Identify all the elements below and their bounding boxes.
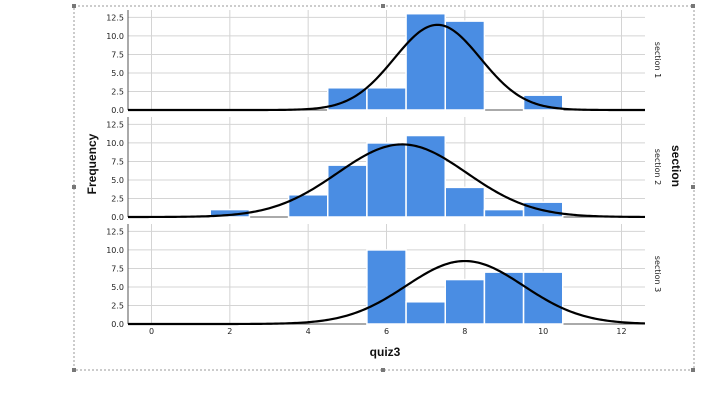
- histogram-bar: [366, 87, 407, 111]
- y-tick-label: 5.0: [111, 283, 124, 292]
- panel-label: section 3: [653, 256, 662, 292]
- y-tick-label: 12.5: [106, 13, 124, 22]
- histogram-bar: [444, 186, 486, 218]
- panel-2: 0.0 2.5 5.0 7.5 10.0 12.5 section 2: [106, 117, 662, 222]
- y-tick-label: 2.5: [111, 87, 124, 96]
- histogram-bar: [483, 208, 525, 218]
- y-tick-label: 7.5: [111, 157, 124, 166]
- histogram-bar: [366, 249, 407, 325]
- y-tick-label: 2.5: [111, 301, 124, 310]
- resize-handle-top-right[interactable]: [691, 4, 695, 8]
- resize-handle-right[interactable]: [691, 185, 695, 189]
- y-tick-label: 0.0: [111, 213, 124, 222]
- y-tick-label: 7.5: [111, 50, 124, 59]
- y-tick-label: 12.5: [106, 227, 124, 236]
- y-tick-label: 0.0: [111, 106, 124, 115]
- resize-handle-top[interactable]: [381, 4, 385, 8]
- x-axis-ticks: 0 2 4 6 8 10 12: [149, 327, 627, 336]
- x-tick-label: 0: [149, 327, 154, 336]
- y-tick-label: 10.0: [106, 139, 124, 148]
- y-tick-label: 2.5: [111, 194, 124, 203]
- x-axis-title: quiz3: [370, 345, 401, 359]
- x-tick-label: 2: [227, 327, 232, 336]
- histogram-bar: [405, 301, 447, 325]
- x-tick-label: 10: [538, 327, 548, 336]
- y-tick-label: 10.0: [106, 32, 124, 41]
- x-tick-label: 12: [616, 327, 626, 336]
- histogram-bar: [405, 12, 447, 111]
- y-tick-label: 7.5: [111, 264, 124, 273]
- panel-3: 0.0 2.5 5.0 7.5 10.0 12.5 section 3: [106, 224, 662, 329]
- histogram-bar: [444, 278, 486, 325]
- panels: 0.0 2.5 5.0 7.5 10.0 12.5 section 1 0.0 2.5 5.0 7.…: [106, 10, 662, 329]
- x-tick-label: 8: [462, 327, 467, 336]
- panel-1: 0.0 2.5 5.0 7.5 10.0 12.5 section 1: [106, 10, 662, 115]
- selection-frame: [72, 4, 695, 372]
- y-tick-label: 0.0: [111, 320, 124, 329]
- histogram-bar: [483, 271, 525, 325]
- y-axis-title: Frequency: [85, 133, 99, 194]
- histogram-bar: [444, 20, 486, 111]
- normal-curve: [128, 143, 646, 219]
- panel-label: section 2: [653, 149, 662, 185]
- normal-curve: [128, 259, 646, 326]
- x-tick-label: 6: [384, 327, 389, 336]
- y-tick-label: 5.0: [111, 176, 124, 185]
- facet-title: section: [669, 145, 683, 187]
- x-tick-label: 4: [306, 327, 311, 336]
- panel-label: section 1: [653, 42, 662, 78]
- resize-handle-bottom[interactable]: [381, 368, 385, 372]
- histogram-bar: [366, 142, 407, 218]
- y-tick-label: 12.5: [106, 120, 124, 129]
- resize-handle-bottom-left[interactable]: [72, 368, 76, 372]
- histogram-bar: [327, 164, 368, 218]
- y-tick-label: 10.0: [106, 246, 124, 255]
- histogram-bar: [405, 134, 447, 218]
- resize-handle-bottom-right[interactable]: [691, 368, 695, 372]
- histogram-bar: [522, 94, 564, 111]
- y-tick-label: 5.0: [111, 69, 124, 78]
- resize-handle-top-left[interactable]: [72, 4, 76, 8]
- normal-curve: [128, 23, 645, 112]
- resize-handle-left[interactable]: [72, 185, 76, 189]
